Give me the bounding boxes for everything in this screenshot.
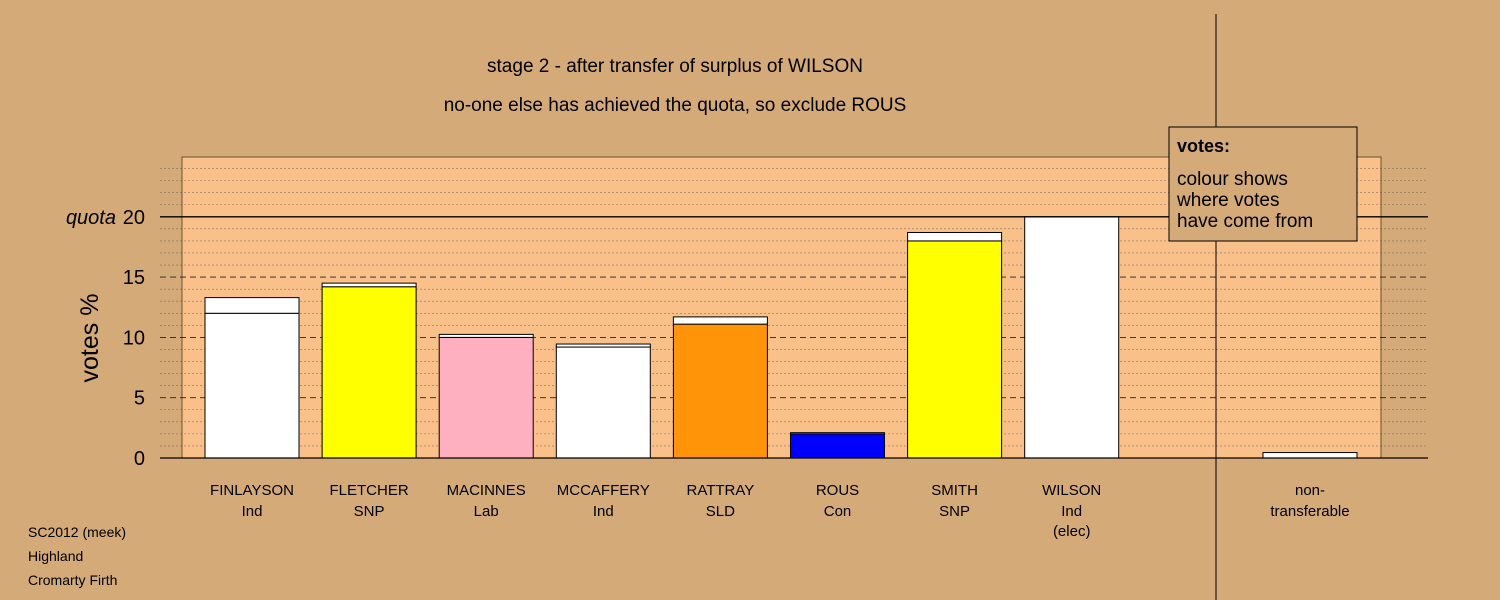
candidate-name-label: RATTRAY bbox=[687, 482, 755, 499]
y-tick-label: 20 bbox=[123, 207, 145, 229]
y-tick-label: 0 bbox=[134, 448, 145, 470]
y-axis-label: votes % bbox=[76, 294, 104, 383]
candidate-party-label: Ind bbox=[1061, 503, 1082, 520]
bar-mccaffery bbox=[555, 346, 651, 459]
bar-transfer-fletcher bbox=[321, 282, 417, 288]
legend-text-line: have come from bbox=[1177, 211, 1313, 232]
y-tick-label: 5 bbox=[134, 388, 145, 410]
candidate-party-label: SNP bbox=[939, 503, 970, 520]
candidate-name-label: FLETCHER bbox=[330, 482, 409, 499]
bar-finlayson bbox=[204, 312, 300, 459]
footer-council: Highland bbox=[28, 548, 84, 564]
bar-nontransferable bbox=[1262, 452, 1358, 459]
bar-transfer-smith bbox=[907, 231, 1003, 242]
candidate-party-label: Con bbox=[824, 503, 852, 520]
bar-transfer-macinnes bbox=[438, 333, 534, 338]
bar-rous bbox=[790, 433, 885, 459]
candidate-party-label: Lab bbox=[474, 503, 499, 520]
legend-text-line: where votes bbox=[1176, 190, 1279, 211]
candidate-name-label: FINLAYSON bbox=[210, 482, 294, 499]
candidate-party-label: Ind bbox=[242, 503, 263, 520]
chart-subtitle: no-one else has achieved the quota, so e… bbox=[444, 95, 907, 116]
quota-label: quota bbox=[66, 207, 116, 229]
bar-transfer-rous bbox=[790, 432, 885, 435]
bar-transfer-rattray bbox=[672, 316, 768, 325]
candidate-name-label: WILSON bbox=[1042, 482, 1101, 499]
candidate-note-label: (elec) bbox=[1053, 523, 1091, 540]
candidate-party-label: Ind bbox=[593, 503, 614, 520]
legend-text-line: colour shows bbox=[1177, 169, 1288, 190]
bar-smith bbox=[907, 240, 1003, 459]
candidate-party-label: SNP bbox=[354, 503, 385, 520]
chart-title: stage 2 - after transfer of surplus of W… bbox=[487, 56, 863, 77]
y-tick-label: 15 bbox=[123, 267, 145, 289]
candidate-party-label: SLD bbox=[706, 503, 735, 520]
candidate-name-label: SMITH bbox=[931, 482, 978, 499]
legend-title: votes: bbox=[1177, 136, 1230, 156]
nontransferable-label-line2: transferable bbox=[1270, 503, 1349, 520]
bar-rattray bbox=[672, 323, 768, 459]
bar-macinnes bbox=[438, 336, 534, 459]
nontransferable-label-line1: non- bbox=[1295, 482, 1325, 499]
legend-box bbox=[1168, 126, 1358, 242]
bar-transfer-mccaffery bbox=[555, 343, 651, 348]
footer-election: SC2012 (meek) bbox=[28, 524, 127, 540]
candidate-name-label: MCCAFFERY bbox=[557, 482, 650, 499]
plot-area: FINLAYSON Ind FLETCHER SNP MACINNES Lab MCCAFF… bbox=[66, 14, 1428, 600]
bar-fletcher bbox=[321, 286, 417, 459]
bar-transfer-finlayson bbox=[204, 297, 300, 314]
bar-wilson bbox=[1024, 216, 1120, 459]
candidate-name-label: ROUS bbox=[816, 482, 859, 499]
y-tick-label: 10 bbox=[123, 327, 145, 349]
footer-ward: Cromarty Firth bbox=[28, 572, 118, 588]
candidate-name-label: MACINNES bbox=[447, 482, 526, 499]
